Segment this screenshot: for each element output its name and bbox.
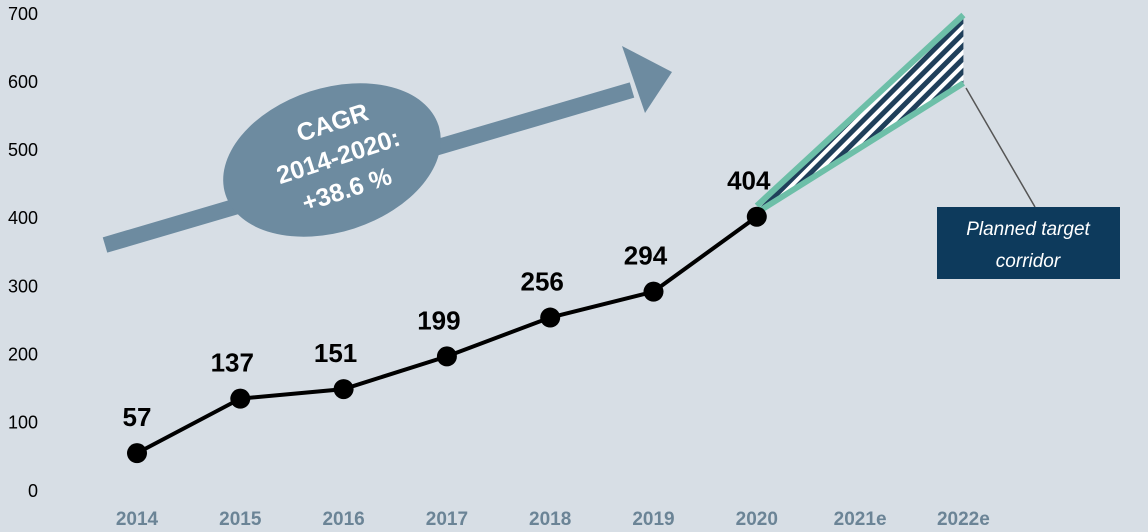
- data-label: 294: [624, 241, 668, 271]
- x-tick-label: 2014: [116, 509, 159, 530]
- data-label: 199: [417, 305, 460, 335]
- marker: [436, 346, 457, 367]
- y-tick-label: 400: [8, 208, 38, 228]
- cagr-label: CAGR 2014-2020: +38.6 %: [273, 98, 403, 217]
- marker: [643, 281, 664, 302]
- y-tick-label: 500: [8, 140, 38, 160]
- marker: [333, 379, 354, 400]
- data-label: 57: [123, 402, 152, 432]
- marker: [230, 388, 251, 409]
- data-label: 151: [314, 338, 357, 368]
- annotation: corridor: [996, 251, 1061, 272]
- y-tick-label: 700: [8, 4, 38, 24]
- x-tick-label: 2016: [322, 509, 364, 530]
- y-tick-label: 600: [8, 72, 38, 92]
- x-tick-label: 2020: [736, 509, 778, 530]
- y-tick-label: 300: [8, 276, 38, 296]
- y-tick-label: 0: [28, 481, 38, 501]
- line: [754, 12, 966, 209]
- corridor-leader: [937, 87, 1120, 279]
- annotation: Planned target: [966, 219, 1090, 240]
- cagr-arrow: [102, 46, 672, 253]
- data-label: 137: [211, 348, 254, 378]
- y-tick-label: 100: [8, 413, 38, 433]
- marker: [540, 307, 561, 328]
- x-tick-label: 2021e: [834, 509, 887, 530]
- line: [755, 80, 965, 216]
- data-label: 404: [727, 166, 771, 196]
- marker: [127, 443, 147, 464]
- x-tick-label: 2017: [426, 509, 468, 530]
- x-tick-label: 2022e: [937, 509, 990, 530]
- x-tick-label: 2015: [219, 509, 262, 530]
- marker: [746, 206, 767, 227]
- y-tick-label: 200: [8, 344, 38, 364]
- data-label: 256: [521, 266, 564, 296]
- x-tick-label: 2018: [529, 509, 571, 530]
- x-tick-label: 2019: [632, 509, 674, 530]
